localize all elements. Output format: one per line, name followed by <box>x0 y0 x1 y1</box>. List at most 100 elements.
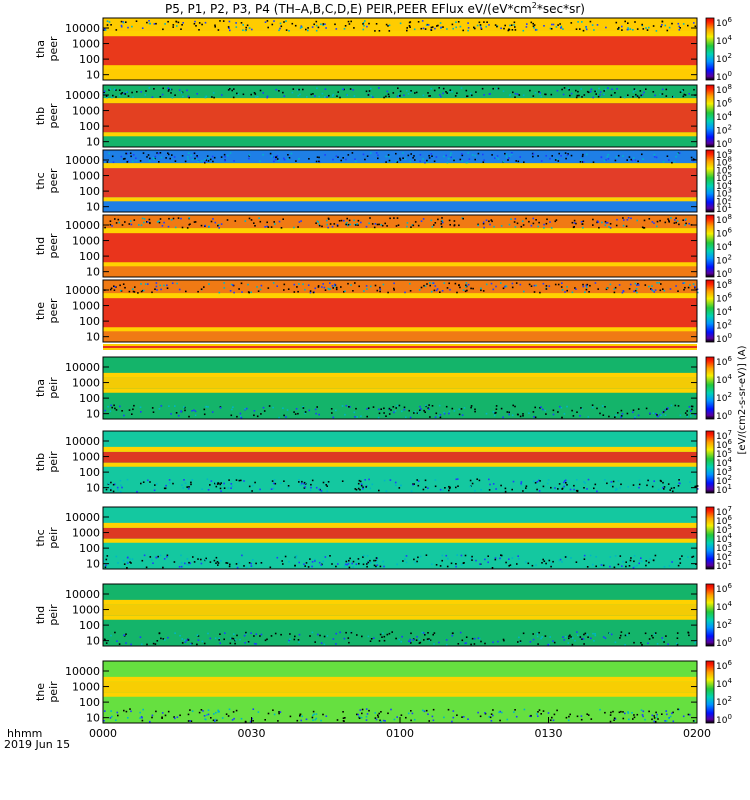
noise-speckle <box>103 87 696 99</box>
separator-strip <box>103 346 697 348</box>
panel-frame <box>102 583 698 647</box>
y-tick-label: 10000 <box>65 511 100 524</box>
colorbar-tick-label: 105 <box>716 447 732 460</box>
panel-ylabel: thb peer <box>34 103 60 129</box>
colorbar <box>705 17 715 81</box>
y-axis: 10 100 1000 10000 <box>65 154 697 214</box>
colorbar-tick-label: 104 <box>716 532 732 545</box>
panel-ylabel: tha peer <box>34 36 60 62</box>
y-tick-label: 1000 <box>72 170 100 183</box>
ylabel-species: peir <box>47 377 60 399</box>
colorbar-tick-label: 104 <box>716 600 732 613</box>
chart-title: P5, P1, P2, P3, P4 (TH–A,B,C,D,E) PEIR,P… <box>165 1 585 16</box>
x-tick-label: 0200 <box>683 727 711 740</box>
ylabel-probe: thb <box>34 107 47 125</box>
panel-ylabel: thc peir <box>34 527 60 549</box>
colorbar-tick-label: 106 <box>716 163 732 176</box>
panel-frame <box>102 84 698 148</box>
y-axis: 10 100 1000 10000 <box>65 511 697 571</box>
y-axis: 10 100 1000 10000 <box>65 219 697 279</box>
flux-band-edge <box>103 163 697 169</box>
y-tick-label: 10000 <box>65 435 100 448</box>
colorbar-tick-label: 101 <box>716 202 732 215</box>
y-tick-label: 100 <box>79 696 100 709</box>
y-axis: 10 100 1000 10000 <box>65 588 697 648</box>
flux-band-edge <box>103 676 697 682</box>
colorbar-tick-label: 106 <box>716 514 732 527</box>
ylabel-species: peer <box>47 233 60 259</box>
panel-ylabel: the peer <box>34 298 60 324</box>
y-tick-label: 10 <box>86 136 100 149</box>
flux-band-edge <box>103 372 697 378</box>
noise-speckle <box>105 478 699 493</box>
colorbar-tick-label: 103 <box>716 187 732 200</box>
ylabel-species: peir <box>47 527 60 549</box>
colorbar-tick-label: 100 <box>716 636 732 649</box>
flux-band-edge <box>103 538 697 543</box>
colorbar-tick-label: 100 <box>716 137 732 150</box>
ylabel-probe: tha <box>34 379 47 397</box>
y-tick-label: 1000 <box>72 451 100 464</box>
colorbar-tick-label: 107 <box>716 505 732 518</box>
ylabel-probe: thb <box>34 453 47 471</box>
colorbar <box>705 279 715 343</box>
panel-frame <box>102 149 698 213</box>
y-axis: 10 100 1000 10000 <box>65 22 697 82</box>
flux-band-edge <box>103 262 697 267</box>
panel-ylabel: tha peir <box>34 377 60 399</box>
colorbar-tick-label: 106 <box>716 16 732 29</box>
noise-speckle <box>103 554 697 569</box>
y-tick-label: 10 <box>86 69 100 82</box>
colorbar-tick-label: 106 <box>716 438 732 451</box>
panel-frame <box>102 356 698 420</box>
y-tick-label: 100 <box>79 542 100 555</box>
y-tick-label: 1000 <box>72 377 100 390</box>
y-tick-label: 10 <box>86 635 100 648</box>
y-axis: 10 100 1000 10000 <box>65 89 697 149</box>
noise-speckle <box>104 217 693 229</box>
y-tick-label: 100 <box>79 250 100 263</box>
colorbar-tick-label: 102 <box>716 391 732 404</box>
colorbar-tick-label: 104 <box>716 179 732 192</box>
y-tick-label: 10000 <box>65 361 100 374</box>
y-tick-label: 10 <box>86 482 100 495</box>
panel-thd-peir: 10 100 1000 10000 thd peir 106 104 102 100 <box>34 582 732 649</box>
colorbar-tick-label: 104 <box>716 34 732 47</box>
colorbar <box>705 660 715 724</box>
ylabel-species: peer <box>47 36 60 62</box>
noise-speckle <box>103 708 696 723</box>
colorbar-tick-label: 102 <box>716 254 732 267</box>
flux-band-edge <box>103 692 697 697</box>
colorbar-tick-label: 106 <box>716 97 732 110</box>
colorbar-title-text: [eV/(cm2-s-sr-eV)] (A) <box>737 345 748 454</box>
colorbar-tick-label: 100 <box>716 332 732 345</box>
colorbar <box>705 430 715 494</box>
panel-ylabel: thd peir <box>34 604 60 626</box>
flux-band-edge <box>103 31 697 37</box>
ylabel-species: peir <box>47 604 60 626</box>
panel-ylabel: thb peir <box>34 451 60 473</box>
colorbar-tick-label: 108 <box>716 278 732 291</box>
date-label: 2019 Jun 15 <box>4 738 70 751</box>
colorbar-tick-label: 106 <box>716 292 732 305</box>
panel-tha-peir: 10 100 1000 10000 tha peir 106 104 102 100 <box>34 355 732 422</box>
y-tick-label: 10000 <box>65 588 100 601</box>
ylabel-probe: tha <box>34 40 47 58</box>
colorbar-title: [eV/(cm2-s-sr-eV)] (A) <box>737 345 748 454</box>
colorbar-tick-label: 106 <box>716 659 732 672</box>
flux-band <box>103 527 697 539</box>
panel-frame <box>102 430 698 494</box>
panel-the-peir: 10 100 1000 10000 the peir 106 104 102 100 <box>34 659 732 726</box>
colorbar-tick-label: 102 <box>716 52 732 65</box>
colorbar-tick-label: 106 <box>716 582 732 595</box>
x-tick-label: 0030 <box>238 727 266 740</box>
y-tick-label: 100 <box>79 619 100 632</box>
colorbar-tick-label: 104 <box>716 373 732 386</box>
ylabel-species: peer <box>47 298 60 324</box>
y-tick-label: 100 <box>79 392 100 405</box>
